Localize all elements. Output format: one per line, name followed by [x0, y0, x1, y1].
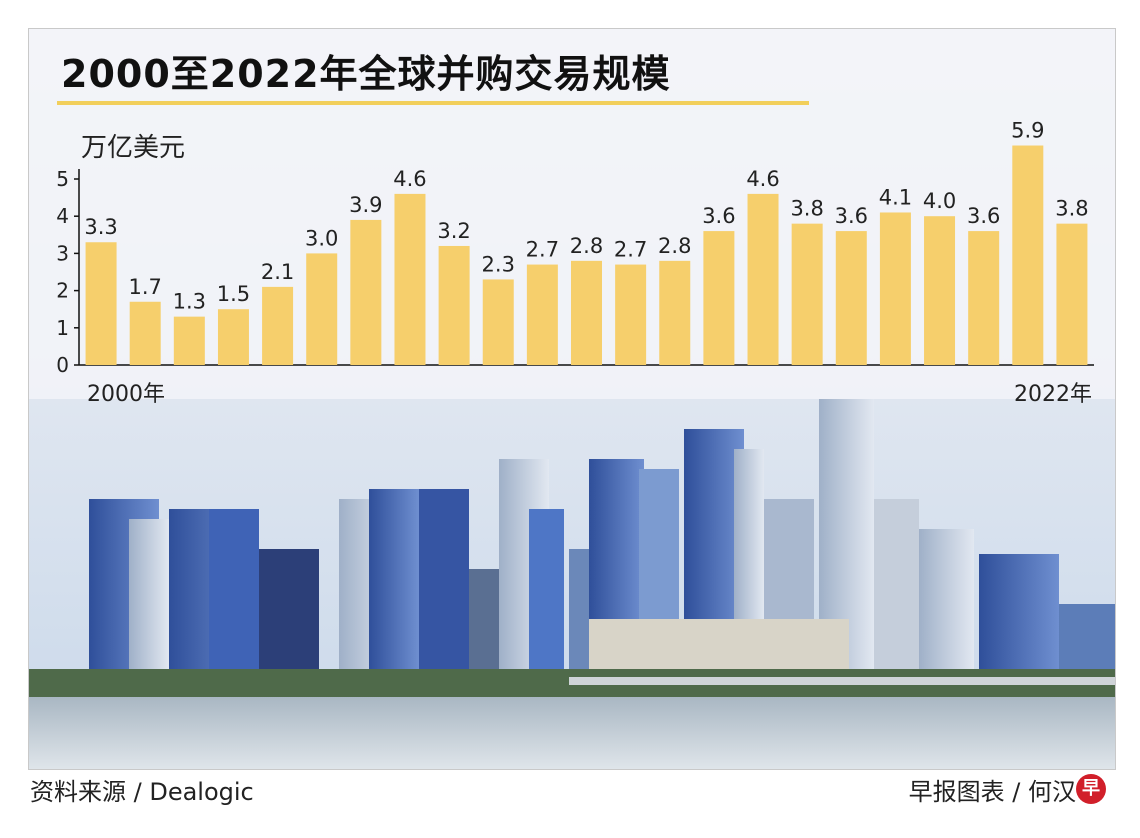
bar-2000: [85, 242, 117, 365]
zaobao-logo: 早: [1076, 774, 1106, 804]
bar-2021: [1012, 145, 1044, 365]
graphic-credit: 早报图表 / 何汉: [908, 778, 1076, 806]
bar-2004: [262, 286, 294, 365]
bar-value-label: 3.3: [84, 215, 117, 239]
bar-2017: [835, 231, 867, 365]
bar-value-label: 2.8: [658, 234, 691, 258]
bar-2003: [217, 309, 249, 365]
bar-2007: [394, 193, 426, 365]
bar-value-label: 2.8: [570, 234, 603, 258]
bar-2015: [747, 193, 779, 365]
bar-value-label: 4.0: [923, 189, 956, 213]
skyline-illustration: [29, 399, 1115, 769]
bar-value-label: 4.1: [879, 185, 912, 209]
bar-2006: [350, 219, 382, 365]
x-axis-end-label: 2022年: [1014, 382, 1092, 407]
bar-value-label: 3.8: [790, 197, 823, 221]
bar-value-label: 3.9: [349, 193, 382, 217]
bar-2009: [482, 279, 514, 365]
source-credit: 资料来源 / Dealogic: [30, 778, 254, 806]
bar-value-label: 2.7: [526, 238, 559, 262]
bar-value-label: 4.6: [393, 167, 426, 191]
bar-2014: [703, 231, 735, 365]
bar-2016: [791, 223, 823, 365]
y-axis-unit-label: 万亿美元: [81, 133, 186, 163]
bar-value-label: 2.7: [614, 238, 647, 262]
bar-2011: [571, 260, 602, 365]
bar-2013: [659, 260, 691, 365]
bar-value-label: 5.9: [1011, 119, 1044, 143]
bar-2020: [968, 231, 1000, 365]
chart-title: 2000至2022年全球并购交易规模: [61, 52, 671, 96]
bar-2002: [173, 316, 205, 365]
bar-value-label: 3.0: [305, 226, 338, 250]
bar-value-label: 1.5: [217, 282, 250, 306]
y-tick-label: 1: [56, 316, 69, 340]
x-axis-start-label: 2000年: [87, 382, 165, 407]
title-underline: [57, 101, 809, 105]
bar-value-label: 4.6: [746, 167, 779, 191]
bar-2019: [924, 216, 956, 365]
y-tick-label: 3: [56, 241, 69, 265]
y-tick-label: 5: [56, 167, 69, 191]
bar-value-label: 2.3: [482, 252, 515, 276]
bar-2022: [1056, 223, 1088, 365]
y-tick-label: 4: [56, 204, 69, 228]
bar-2010: [526, 264, 558, 365]
bar-value-label: 2.1: [261, 260, 294, 284]
bar-value-label: 3.6: [967, 204, 1000, 228]
y-tick-label: 2: [56, 279, 69, 303]
bar-value-label: 1.7: [128, 275, 161, 299]
bar-chart: 0 1 2 3 4 5 3.3 1.7 1.3 1.5 2.1 3.0 3.9 4.6 3.2 2.3 2.7…: [29, 29, 1115, 769]
bar-2001: [129, 301, 161, 365]
bar-2012: [615, 264, 647, 365]
bar-2005: [306, 253, 338, 365]
bar-value-label: 3.6: [835, 204, 868, 228]
bar-value-label: 1.3: [173, 290, 206, 314]
bar-value-label: 3.2: [437, 219, 470, 243]
bar-value-label: 3.6: [702, 204, 735, 228]
y-tick-label: 0: [56, 353, 69, 377]
bar-2008: [438, 245, 470, 365]
chart-frame: 0 1 2 3 4 5 3.3 1.7 1.3 1.5 2.1 3.0 3.9 4.6 3.2 2.3 2.7…: [28, 28, 1116, 770]
bar-value-label: 3.8: [1055, 197, 1088, 221]
bar-2018: [879, 212, 911, 365]
